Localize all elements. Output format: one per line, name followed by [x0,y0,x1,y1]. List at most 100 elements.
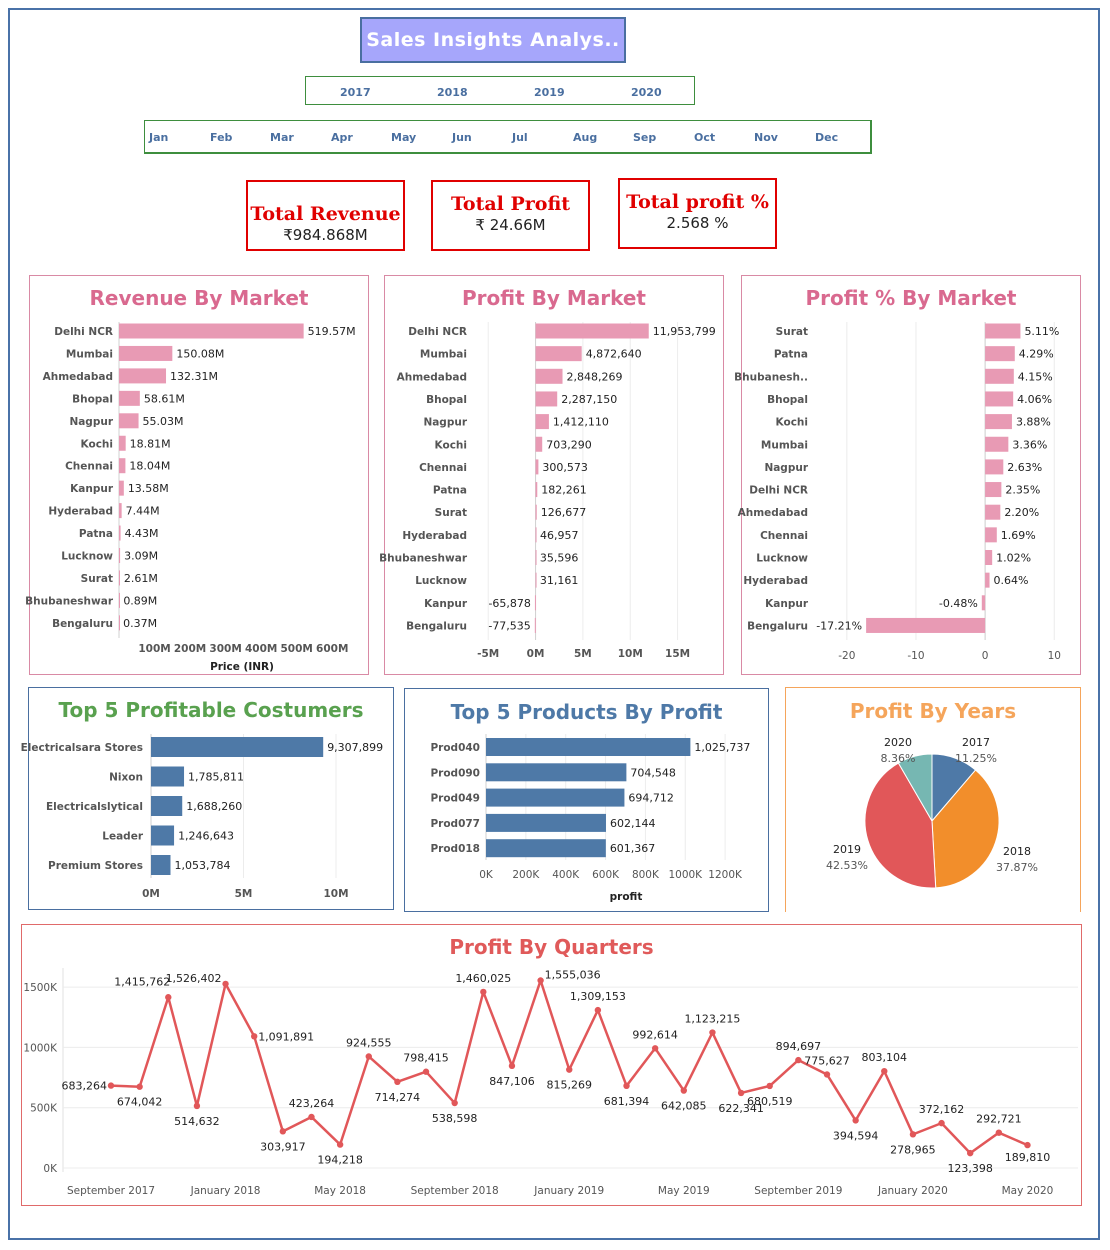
data-label: 1,688,260 [186,800,242,813]
x-tick-label: January 2019 [533,1185,604,1197]
pie-category-label: 2018 [1003,845,1031,858]
data-label: 1,526,402 [166,972,222,985]
category-label: Nagpur [69,416,113,428]
data-point [823,1071,831,1078]
category-label: Delhi NCR [54,326,113,338]
bar-Prod040 [486,738,691,756]
pie-pct-label: 8.36% [881,752,916,765]
category-label: Bengaluru [52,618,113,630]
data-point [365,1053,372,1060]
bar-Patna [119,525,121,541]
month-nov[interactable]: Nov [754,131,778,144]
data-label: 58.61M [144,392,185,405]
month-sep[interactable]: Sep [633,131,657,144]
data-point [795,1056,802,1064]
month-jul[interactable]: Jul [512,131,528,144]
category-label: Lucknow [756,553,808,565]
dashboard-title: Sales Insights Analys.. [360,17,626,63]
data-label: 4.15% [1018,370,1053,383]
profit-pct-by-market-title: Profit % By Market [805,286,1017,310]
data-label: 18.04M [129,460,170,473]
category-label: Premium Stores [48,860,143,872]
month-apr[interactable]: Apr [331,131,353,144]
month-may[interactable]: May [391,131,417,144]
month-dec[interactable]: Dec [815,131,839,144]
data-label: 2.35% [1005,484,1040,497]
data-point [909,1131,917,1138]
tick-label: 800K [632,869,660,881]
month-jan[interactable]: Jan [149,131,169,144]
year-2018[interactable]: 2018 [437,86,468,99]
data-label: 1,415,762 [114,975,170,988]
data-point [279,1128,287,1135]
data-label: 894,697 [776,1040,822,1053]
tick-label: -5M [477,648,499,660]
data-label: 300,573 [542,461,588,474]
month-oct[interactable]: Oct [694,131,716,144]
data-label: 11,953,799 [653,325,716,338]
kpi-total-profit-pct: Total profit % 2.568 % [618,178,777,249]
data-point [967,1149,974,1157]
data-label: 1,412,110 [553,416,609,429]
month-filter[interactable]: Jan Feb Mar Apr May Jun Jul Aug Sep Oct … [144,120,872,154]
data-point [222,980,229,988]
data-label: 992,614 [632,1028,678,1041]
kpi-total-profit: Total Profit ₹ 24.66M [431,180,590,251]
data-label: 2,848,269 [567,370,623,383]
kpi-revenue-value: ₹984.868M [283,226,368,244]
data-label: 514,632 [174,1115,220,1128]
year-filter[interactable]: 2017 2018 2019 2020 [305,76,695,105]
month-jun[interactable]: Jun [452,131,472,144]
category-label: Prod049 [430,793,480,805]
tick-label: 0K [479,869,494,881]
month-feb[interactable]: Feb [210,131,233,144]
bar-Bhubanesh.. [985,368,1014,384]
data-label: 35,596 [540,552,579,565]
month-aug[interactable]: Aug [573,131,598,144]
data-label: 2.20% [1004,506,1039,519]
category-label: Ahmedabad [738,507,808,519]
data-point [537,977,544,984]
profit-by-quarters-title: Profit By Quarters [449,935,654,959]
year-2020[interactable]: 2020 [631,86,662,99]
data-point [852,1117,859,1124]
bar-Nagpur [119,413,139,429]
category-label: Electricalsara Stores [21,742,143,754]
bar-Surat [535,504,537,520]
category-label: Nagpur [423,417,467,429]
category-label: Nagpur [764,462,808,474]
data-label: 1.02% [996,552,1031,565]
category-label: Kanpur [765,598,809,610]
bar-Patna [985,346,1015,362]
bar-Bhubaneshwar [119,592,120,608]
kpi-profit-title: Total Profit [450,193,571,215]
year-2019[interactable]: 2019 [534,86,565,99]
bar-Hyderabad [119,503,122,519]
pie-category-label: 2017 [962,736,990,749]
bar-Chennai [985,527,997,543]
bar-Kanpur [534,595,536,611]
data-label: 681,394 [604,1095,650,1108]
year-2017[interactable]: 2017 [340,86,371,99]
category-label: Mumbai [761,439,808,451]
data-point [566,1066,573,1073]
pie-category-label: 2019 [833,843,861,856]
bar-Mumbai [535,346,582,362]
category-label: Surat [435,507,467,519]
category-label: Surat [776,326,808,338]
pie-pct-label: 42.53% [826,859,868,872]
kpi-profit-pct-value: 2.568 % [666,214,729,232]
pie-slice-2020 [897,753,933,823]
category-label: Bhubaneshwar [25,595,114,607]
category-label: Electricalslytical [46,801,143,813]
category-label: Bhubaneshwar [379,553,468,565]
bar-Delhi NCR [535,323,649,339]
category-label: Patna [79,528,113,540]
data-label: 372,162 [919,1103,965,1116]
bar-Electricalsara Stores [151,737,324,757]
panel-profit-pct-by-market: Profit % By Market [741,275,1081,675]
data-label: 2,287,150 [561,393,617,406]
x-tick-label: September 2019 [754,1185,842,1197]
month-mar[interactable]: Mar [270,131,294,144]
panel-revenue-by-market: Revenue By Market [29,275,369,675]
